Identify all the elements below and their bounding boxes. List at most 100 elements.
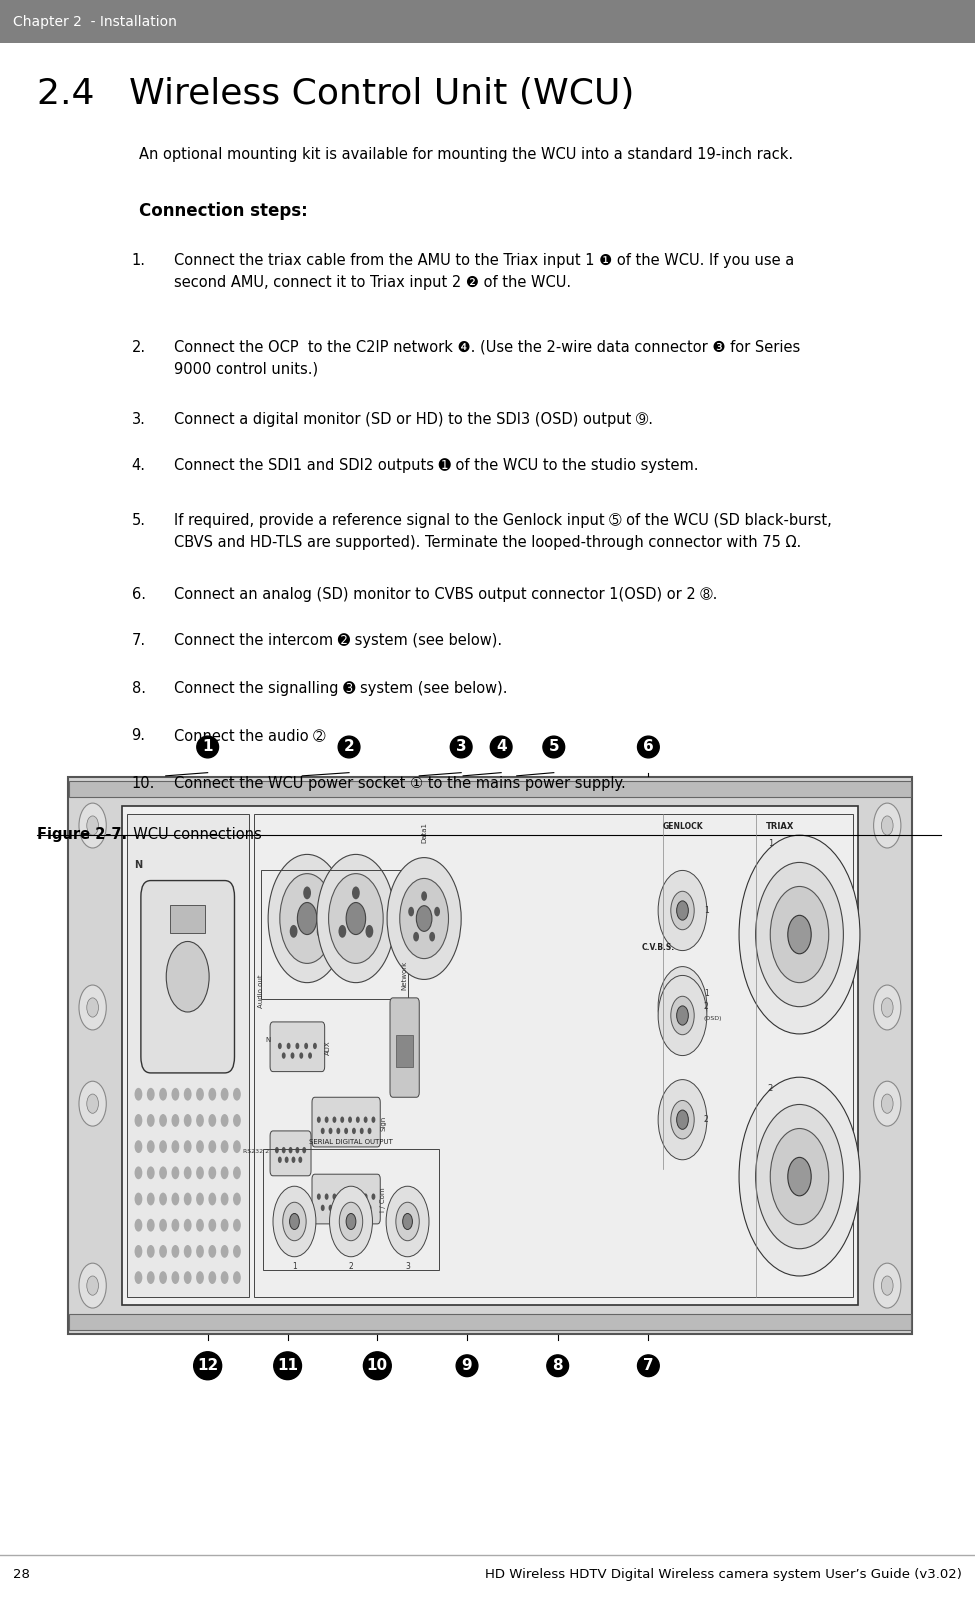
- Text: WCU connections: WCU connections: [124, 827, 261, 842]
- Text: Connect the triax cable from the AMU to the Triax input 1 ❶ of the WCU. If you u: Connect the triax cable from the AMU to …: [174, 253, 794, 290]
- Circle shape: [172, 1193, 179, 1205]
- Text: 2: 2: [704, 1002, 709, 1011]
- Circle shape: [79, 1082, 106, 1125]
- FancyBboxPatch shape: [69, 1314, 911, 1330]
- Circle shape: [282, 1148, 286, 1154]
- Circle shape: [209, 1218, 216, 1231]
- Text: 9.: 9.: [132, 728, 145, 742]
- Circle shape: [317, 1116, 321, 1122]
- Circle shape: [739, 1077, 860, 1276]
- Circle shape: [658, 967, 707, 1047]
- Circle shape: [196, 1218, 204, 1231]
- Circle shape: [770, 1129, 829, 1225]
- Text: If required, provide a reference signal to the Genlock input ➄ of the WCU (SD bl: If required, provide a reference signal …: [174, 513, 832, 550]
- Circle shape: [233, 1088, 241, 1101]
- Circle shape: [268, 854, 346, 983]
- Circle shape: [135, 1088, 142, 1101]
- Circle shape: [677, 997, 688, 1016]
- Circle shape: [135, 1271, 142, 1284]
- Text: (OSD): (OSD): [704, 1016, 722, 1021]
- Circle shape: [308, 1052, 312, 1058]
- Text: HD Wireless HDTV Digital Wireless camera system User’s Guide (v3.02): HD Wireless HDTV Digital Wireless camera…: [486, 1568, 962, 1581]
- Circle shape: [220, 1088, 228, 1101]
- Circle shape: [183, 1114, 191, 1127]
- Circle shape: [183, 1246, 191, 1258]
- Circle shape: [147, 1114, 155, 1127]
- Circle shape: [87, 1093, 98, 1112]
- Circle shape: [671, 995, 694, 1036]
- Circle shape: [304, 1042, 308, 1050]
- Text: 9: 9: [462, 1358, 472, 1374]
- Circle shape: [147, 1246, 155, 1258]
- FancyBboxPatch shape: [312, 1173, 380, 1225]
- Circle shape: [874, 803, 901, 848]
- Circle shape: [409, 907, 414, 917]
- Circle shape: [364, 1116, 368, 1122]
- Circle shape: [209, 1193, 216, 1205]
- Circle shape: [317, 854, 395, 983]
- Circle shape: [233, 1114, 241, 1127]
- Text: 5.: 5.: [132, 513, 145, 527]
- Circle shape: [135, 1218, 142, 1231]
- Text: 1: 1: [704, 906, 709, 915]
- Circle shape: [172, 1114, 179, 1127]
- Circle shape: [346, 902, 366, 935]
- Circle shape: [135, 1167, 142, 1180]
- Circle shape: [366, 925, 373, 938]
- Circle shape: [413, 931, 419, 941]
- Circle shape: [220, 1114, 228, 1127]
- Circle shape: [87, 816, 98, 835]
- Text: 5: 5: [549, 739, 559, 755]
- Circle shape: [387, 858, 461, 979]
- Circle shape: [79, 803, 106, 848]
- Text: 2.4   Wireless Control Unit (WCU): 2.4 Wireless Control Unit (WCU): [37, 77, 635, 111]
- Circle shape: [159, 1271, 167, 1284]
- Text: 8: 8: [553, 1358, 563, 1374]
- FancyBboxPatch shape: [390, 997, 419, 1096]
- Circle shape: [87, 1276, 98, 1295]
- Text: 2: 2: [767, 1084, 773, 1093]
- Circle shape: [183, 1167, 191, 1180]
- FancyBboxPatch shape: [69, 781, 911, 797]
- Circle shape: [429, 931, 435, 941]
- Circle shape: [233, 1218, 241, 1231]
- Circle shape: [658, 870, 707, 951]
- Text: 1: 1: [203, 739, 213, 755]
- Circle shape: [233, 1140, 241, 1153]
- Text: Figure 2-7.: Figure 2-7.: [37, 827, 127, 842]
- Text: 3: 3: [406, 1262, 409, 1271]
- Circle shape: [159, 1167, 167, 1180]
- Text: Connect a digital monitor (SD or HD) to the SDI3 (OSD) output ➈.: Connect a digital monitor (SD or HD) to …: [174, 412, 652, 426]
- Circle shape: [396, 1202, 419, 1241]
- Circle shape: [356, 1116, 360, 1122]
- Text: 10: 10: [367, 1358, 388, 1374]
- Circle shape: [209, 1114, 216, 1127]
- Circle shape: [321, 1205, 325, 1212]
- FancyBboxPatch shape: [312, 1096, 380, 1148]
- Circle shape: [360, 1205, 364, 1212]
- Circle shape: [172, 1218, 179, 1231]
- Circle shape: [79, 1263, 106, 1308]
- Circle shape: [881, 1093, 893, 1112]
- Circle shape: [881, 1276, 893, 1295]
- Circle shape: [291, 1052, 294, 1058]
- Circle shape: [172, 1246, 179, 1258]
- Circle shape: [220, 1140, 228, 1153]
- Circle shape: [273, 1186, 316, 1257]
- Circle shape: [196, 1271, 204, 1284]
- Circle shape: [352, 886, 360, 899]
- Circle shape: [330, 1186, 372, 1257]
- Text: Connect an analog (SD) monitor to CVBS output connector 1(OSD) or 2 ➇.: Connect an analog (SD) monitor to CVBS o…: [174, 587, 717, 601]
- Circle shape: [209, 1088, 216, 1101]
- Text: 11: 11: [277, 1358, 298, 1374]
- Circle shape: [220, 1218, 228, 1231]
- Text: Data1: Data1: [421, 822, 427, 843]
- FancyBboxPatch shape: [140, 880, 234, 1072]
- Circle shape: [297, 902, 317, 935]
- Circle shape: [756, 1104, 843, 1249]
- Circle shape: [285, 1157, 289, 1164]
- Circle shape: [233, 1167, 241, 1180]
- Text: Network: Network: [402, 960, 408, 989]
- Text: RS232 2: RS232 2: [243, 1149, 269, 1154]
- Text: 4.: 4.: [132, 458, 145, 473]
